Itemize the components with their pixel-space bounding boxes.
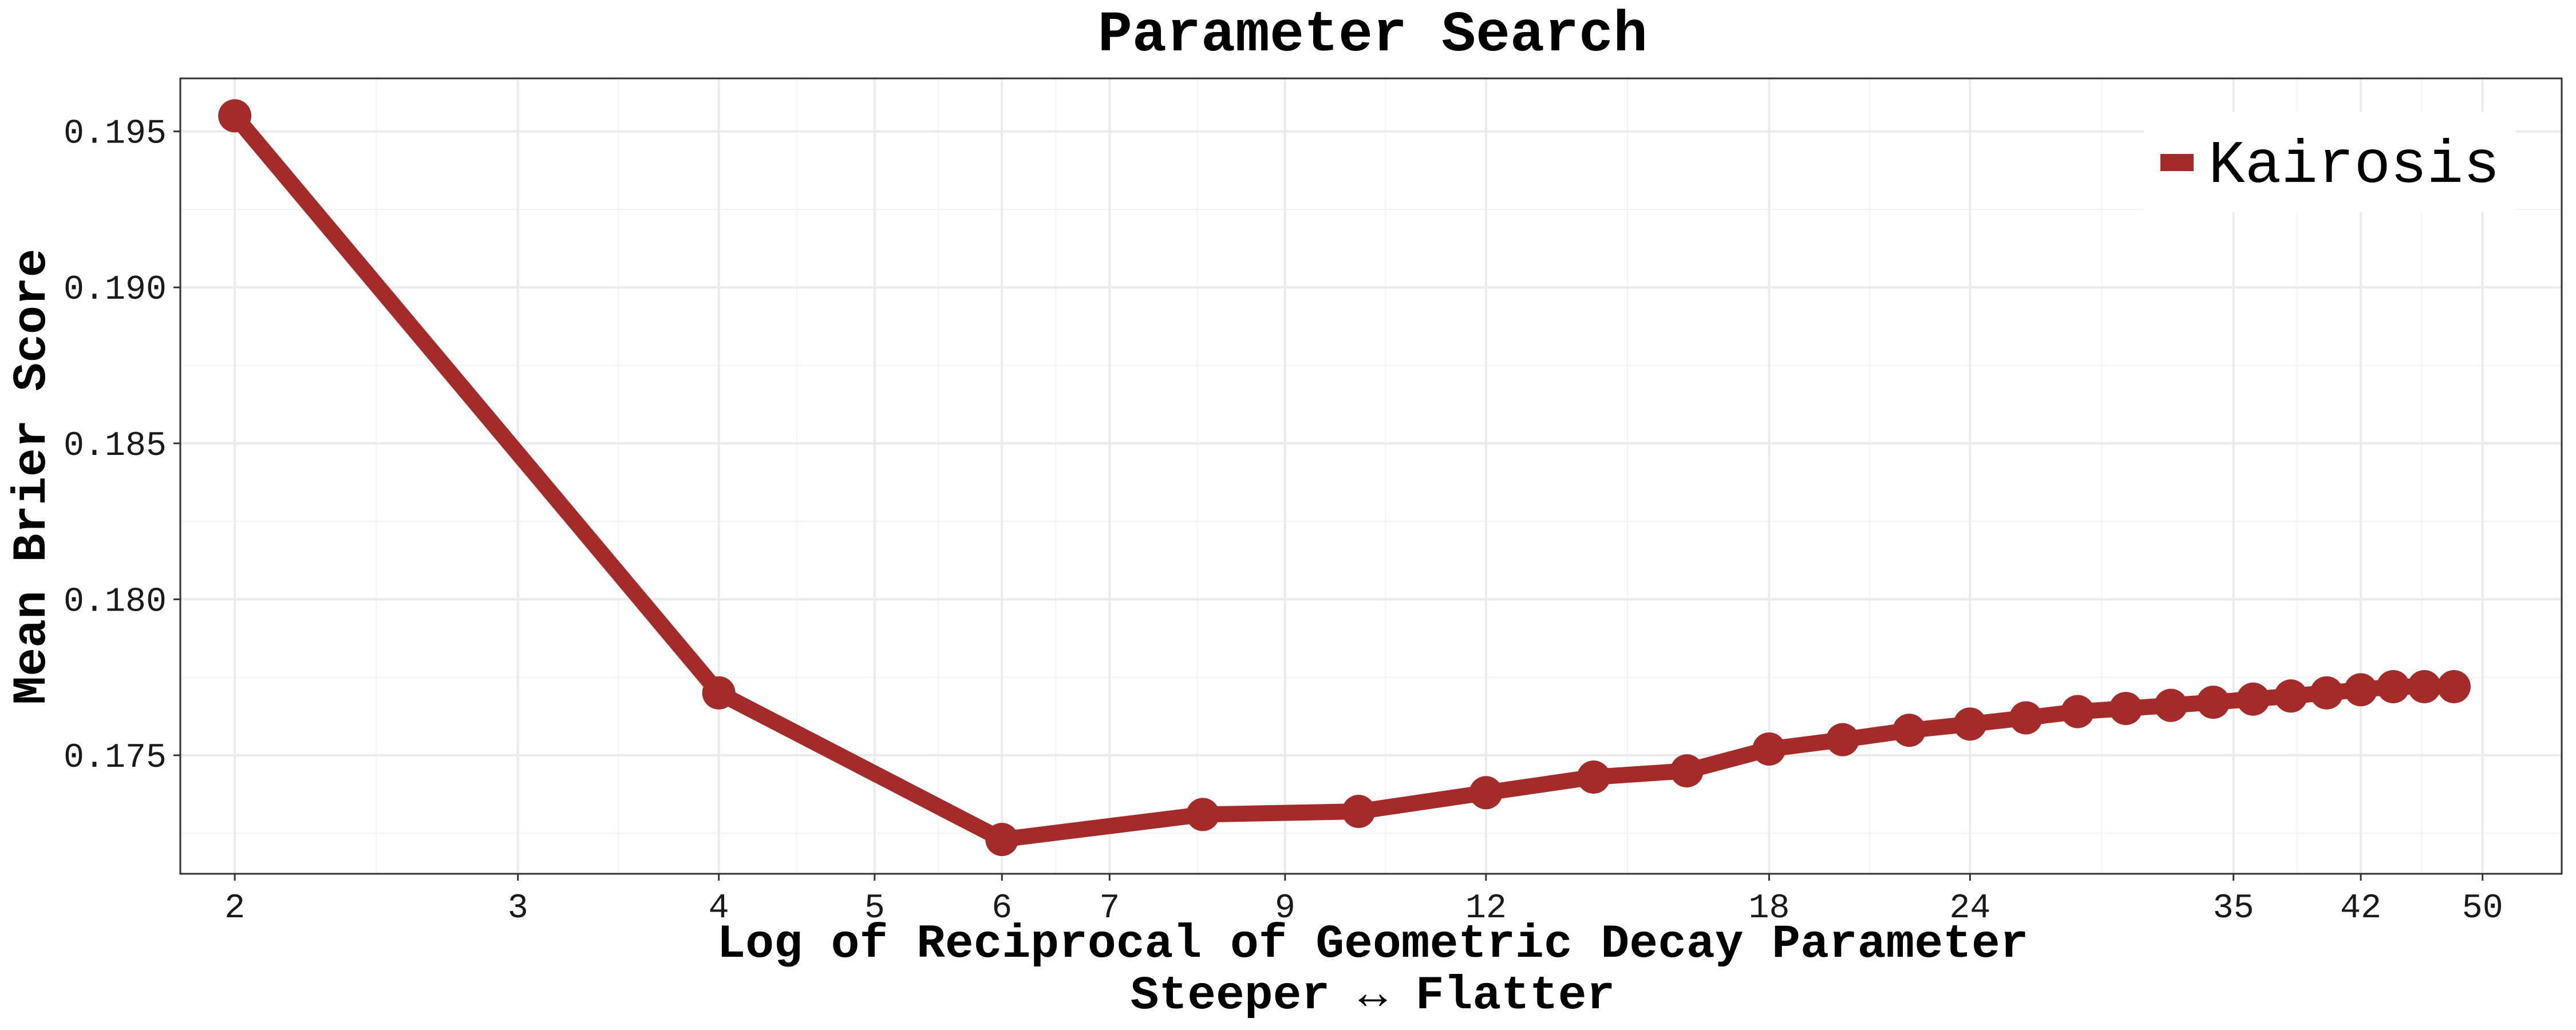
y-tick-label: 0.195	[64, 115, 167, 154]
x-tick-label: 18	[1748, 889, 1789, 928]
x-tick-label: 50	[2462, 889, 2503, 928]
x-tick-label: 4	[709, 889, 729, 928]
legend-box	[2144, 112, 2516, 212]
x-tick-label: 24	[1949, 889, 1990, 928]
data-point	[2109, 692, 2143, 726]
data-point	[2376, 670, 2410, 703]
data-point	[2154, 688, 2188, 722]
panel-border	[179, 77, 2563, 875]
series-layer	[218, 99, 2471, 857]
y-tick-label: 0.175	[64, 739, 167, 778]
x-axis-subtitle: Steeper ↔ Flatter	[1131, 969, 1615, 1023]
data-point	[2009, 701, 2043, 735]
legend-label: Kairosis	[2208, 132, 2500, 200]
x-tick-label: 9	[1275, 889, 1295, 928]
x-tick-label: 5	[864, 889, 885, 928]
data-point	[1469, 776, 1503, 810]
x-tick-label: 42	[2340, 889, 2381, 928]
x-tick-label: 2	[224, 889, 245, 928]
data-point	[1752, 732, 1786, 766]
legend-key	[2160, 154, 2194, 171]
data-point	[1953, 707, 1987, 741]
data-point	[1826, 723, 1859, 756]
data-point	[2274, 679, 2308, 713]
data-point	[2310, 676, 2344, 710]
y-axis-title: Mean Brier Score	[5, 249, 59, 705]
data-point	[1342, 794, 1376, 828]
x-tick-label: 12	[1465, 889, 1507, 928]
y-tick-label: 0.185	[64, 427, 167, 466]
x-axis-title: Log of Reciprocal of Geometric Decay Par…	[717, 917, 2028, 971]
data-point	[985, 823, 1019, 857]
y-tick-label: 0.180	[64, 583, 167, 621]
chart-title: Parameter Search	[1098, 3, 1647, 68]
data-point	[702, 676, 736, 710]
data-point	[2437, 670, 2471, 703]
x-tick-label: 3	[508, 889, 528, 928]
y-tick-label: 0.190	[64, 271, 167, 310]
data-point	[1577, 760, 1610, 794]
data-point	[2196, 686, 2230, 719]
data-point	[2061, 695, 2095, 728]
x-tick-label: 6	[991, 889, 1012, 928]
axis-ticks: 0.175 0.180 0.185 0.190 0.195 2 3 4 5 6 7 9 12 18 24 35…	[64, 115, 2503, 928]
data-point	[2237, 682, 2270, 716]
data-point	[218, 99, 252, 133]
legend: Kairosis	[2144, 112, 2516, 212]
data-point	[1893, 714, 1926, 747]
data-point	[1670, 754, 1704, 788]
data-point	[2344, 673, 2378, 707]
data-point	[1186, 798, 1220, 831]
x-tick-label: 7	[1099, 889, 1120, 928]
data-point	[2408, 670, 2441, 703]
x-tick-label: 35	[2213, 889, 2254, 928]
